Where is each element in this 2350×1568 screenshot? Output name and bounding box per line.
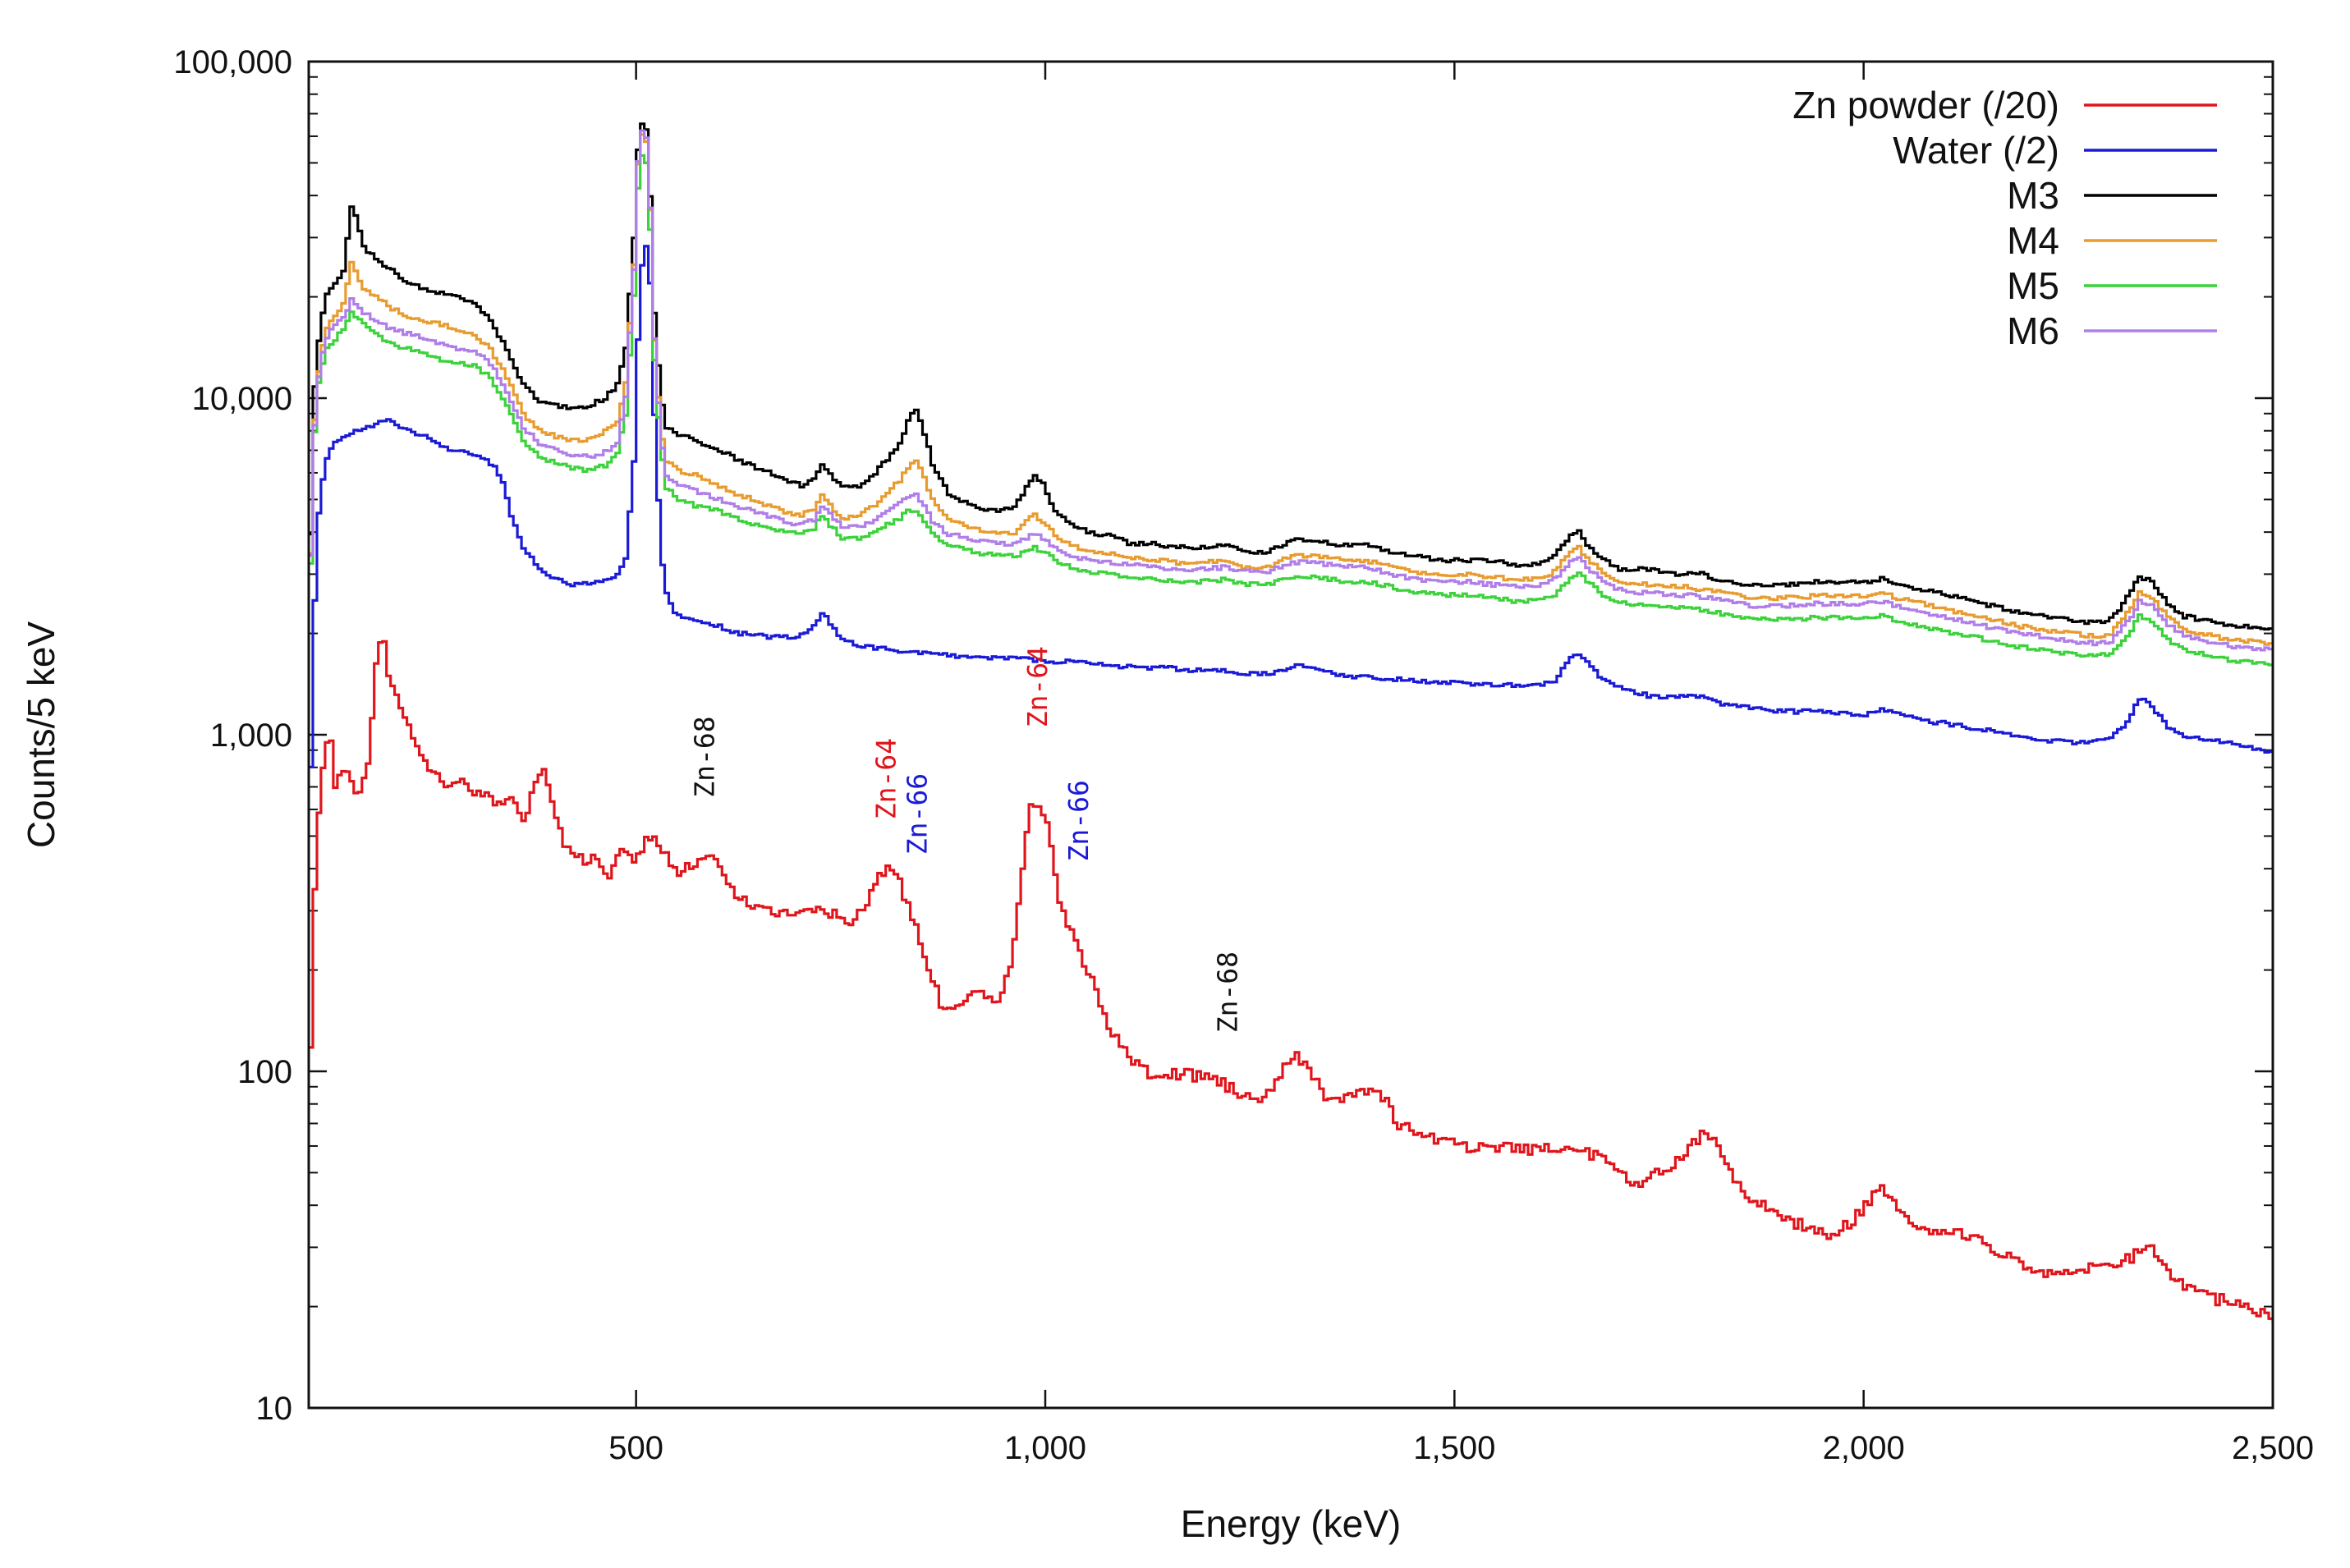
legend-label: M6 (2007, 309, 2059, 352)
series-line (309, 133, 2273, 646)
legend-label: M3 (2007, 174, 2059, 217)
x-tick-label: 500 (608, 1430, 663, 1466)
peak-label: Zn-68 (688, 716, 720, 797)
x-axis-title: Energy (keV) (1181, 1502, 1401, 1545)
x-tick-label: 2,000 (1823, 1430, 1905, 1466)
legend-label: M4 (2007, 219, 2059, 262)
peak-label: Zn-66 (1063, 780, 1095, 861)
x-tick-label: 1,500 (1413, 1430, 1495, 1466)
x-tick-label: 1,000 (1004, 1430, 1086, 1466)
series-line (309, 154, 2273, 667)
y-tick-label: 10,000 (192, 381, 292, 417)
legend-label: Zn powder (/20) (1792, 84, 2059, 126)
peak-label: Zn-66 (902, 773, 934, 855)
series-line (309, 245, 2273, 768)
plot-frame (307, 60, 2274, 1410)
y-tick-label: 100 (237, 1054, 292, 1090)
y-tick-label: 1,000 (210, 718, 292, 754)
peak-label: Zn-64 (870, 738, 902, 819)
y-axis-ticks: 10 100 1,000 10,000 100,000 (173, 44, 2273, 1427)
peak-label: Zn-68 (1211, 951, 1243, 1033)
series-line (309, 122, 2273, 631)
x-tick-label: 2,500 (2232, 1430, 2314, 1466)
x-axis-ticks: 500 1,000 1,500 2,000 2,500 (608, 62, 2314, 1466)
y-axis-title: Counts/5 keV (20, 621, 62, 848)
legend-label: M5 (2007, 264, 2059, 307)
y-tick-label: 10 (256, 1391, 293, 1427)
peak-label: Zn-64 (1021, 646, 1053, 727)
series-layer (309, 122, 2273, 1323)
legend-label: Water (/2) (1893, 129, 2059, 172)
series-line (309, 640, 2273, 1323)
y-tick-label: 100,000 (173, 44, 292, 80)
series-line (309, 129, 2273, 652)
